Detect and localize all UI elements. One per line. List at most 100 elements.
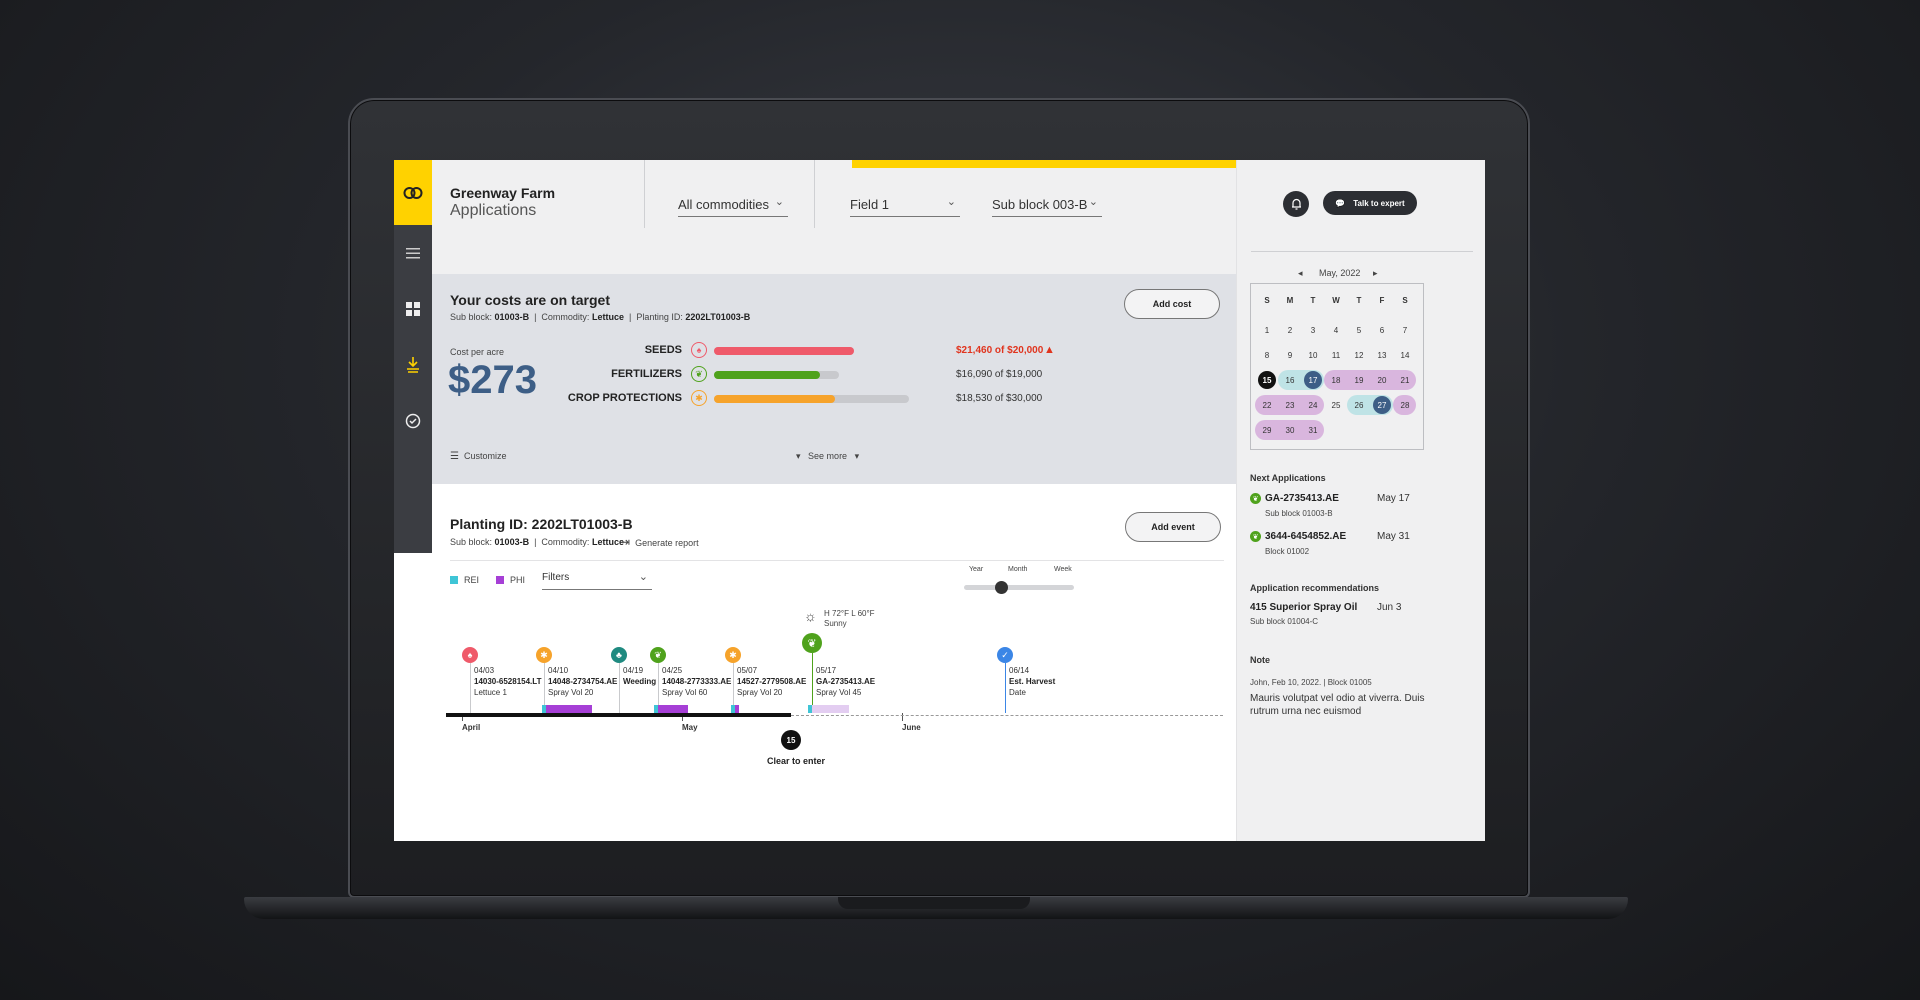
calendar-day[interactable]: 19 bbox=[1354, 375, 1364, 385]
calendar-day[interactable]: 10 bbox=[1308, 350, 1318, 360]
application-id[interactable]: GA-2735413.AE bbox=[1265, 493, 1339, 504]
calendar-day[interactable]: 13 bbox=[1377, 350, 1387, 360]
calendar-day[interactable]: 31 bbox=[1308, 425, 1318, 435]
see-more-button[interactable]: ▾ See more ▾ bbox=[796, 451, 860, 461]
filters-value: Filters bbox=[542, 572, 570, 583]
applications-nav[interactable] bbox=[394, 337, 432, 393]
cost-amount: $16,090 of $19,000 bbox=[956, 369, 1043, 380]
filters-select[interactable]: Filters ⌄ bbox=[542, 571, 652, 590]
application-date: May 17 bbox=[1377, 493, 1410, 504]
cost-category-label: SEEDS bbox=[644, 344, 682, 356]
recommendation-block: Sub block 01004-C bbox=[1250, 617, 1319, 626]
timeline-event[interactable]: 05/07 14527-2779508.AE Spray Vol 20 bbox=[737, 665, 806, 698]
field-select[interactable]: Field 1 ⌄ bbox=[850, 196, 960, 217]
calendar-day[interactable]: 5 bbox=[1356, 325, 1362, 335]
calendar-day[interactable]: 20 bbox=[1377, 375, 1387, 385]
event-stem bbox=[812, 653, 813, 713]
accent-bar bbox=[852, 160, 1236, 168]
timeline-event[interactable]: 04/10 14048-2734754.AE Spray Vol 20 bbox=[548, 665, 617, 698]
talk-to-expert-label: Talk to expert bbox=[1353, 198, 1405, 208]
event-date: 05/07 bbox=[737, 666, 758, 675]
chevron-down-icon: ⌄ bbox=[774, 196, 784, 208]
range-highlight bbox=[1393, 395, 1416, 415]
calendar-day[interactable]: 22 bbox=[1262, 400, 1272, 410]
application-id[interactable]: 3644-6454852.AE bbox=[1265, 531, 1347, 542]
calendar-day[interactable]: 3 bbox=[1310, 325, 1316, 335]
costs-title: Your costs are on target bbox=[450, 292, 611, 308]
bug-icon[interactable]: ✱ bbox=[536, 647, 552, 663]
calendar-day[interactable]: 12 bbox=[1354, 350, 1364, 360]
calendar-day[interactable]: 6 bbox=[1379, 325, 1385, 335]
today-marker[interactable]: 15 bbox=[781, 730, 801, 750]
timeline-event[interactable]: 05/17 GA-2735413.AE Spray Vol 45 bbox=[816, 665, 875, 698]
customize-button[interactable]: ☰ Customize bbox=[450, 451, 507, 462]
app-logo[interactable] bbox=[394, 160, 432, 225]
calendar-day[interactable]: 24 bbox=[1308, 400, 1318, 410]
weeding-icon[interactable]: ♣ bbox=[611, 647, 627, 663]
timeline-event[interactable]: 04/19 Weeding bbox=[623, 665, 656, 687]
calendar-day[interactable]: 28 bbox=[1400, 400, 1410, 410]
leaf-icon[interactable]: ❦ bbox=[802, 633, 822, 653]
add-cost-button[interactable]: Add cost bbox=[1124, 289, 1220, 319]
seed-icon[interactable]: ♠ bbox=[462, 647, 478, 663]
zoom-handle[interactable] bbox=[995, 581, 1008, 594]
menu-button[interactable] bbox=[394, 225, 432, 281]
talk-to-expert-button[interactable]: 💬 Talk to expert bbox=[1323, 191, 1417, 215]
interval-bar bbox=[654, 705, 658, 713]
calendar-day[interactable]: 23 bbox=[1285, 400, 1295, 410]
cost-amount: $21,460 of $20,000 bbox=[956, 345, 1044, 356]
notifications-button[interactable] bbox=[1283, 191, 1309, 217]
interval-bar bbox=[812, 705, 849, 713]
commodity-select[interactable]: All commodities ⌄ bbox=[678, 196, 788, 217]
calendar-day[interactable]: 26 bbox=[1354, 400, 1364, 410]
calendar-day[interactable]: 8 bbox=[1264, 350, 1270, 360]
event-id: Est. Harvest bbox=[1009, 677, 1056, 686]
tasks-nav[interactable] bbox=[394, 393, 432, 449]
add-event-button[interactable]: Add event bbox=[1125, 512, 1221, 542]
calendar-day[interactable]: 9 bbox=[1287, 350, 1293, 360]
calendar-day[interactable]: 2 bbox=[1287, 325, 1293, 335]
timeline-event[interactable]: 04/25 14048-2773333.AE Spray Vol 60 bbox=[662, 665, 731, 698]
bug-icon[interactable]: ✱ bbox=[725, 647, 741, 663]
timeline-future bbox=[791, 715, 1223, 716]
event-id: GA-2735413.AE bbox=[816, 677, 876, 686]
calendar-day[interactable]: 4 bbox=[1333, 325, 1339, 335]
weekday-label: W bbox=[1332, 296, 1340, 305]
calendar-day[interactable]: 14 bbox=[1400, 350, 1410, 360]
sub-block-select[interactable]: Sub block 003-B ⌄ bbox=[992, 196, 1102, 217]
prev-month-button[interactable]: ◂ bbox=[1298, 268, 1303, 278]
month-tick bbox=[902, 713, 903, 721]
calendar-day[interactable]: 1 bbox=[1264, 325, 1270, 335]
calendar-day[interactable]: 21 bbox=[1400, 375, 1410, 385]
calendar-day[interactable]: 18 bbox=[1331, 375, 1341, 385]
calendar-day[interactable]: 17 bbox=[1304, 371, 1322, 389]
timeline-event[interactable]: 06/14 Est. Harvest Date bbox=[1009, 665, 1055, 698]
commodity-value: All commodities bbox=[678, 197, 770, 212]
calendar-day[interactable]: 29 bbox=[1262, 425, 1272, 435]
check-icon[interactable]: ✓ bbox=[997, 647, 1013, 663]
calendar-day[interactable]: 25 bbox=[1331, 400, 1341, 410]
export-icon: ⇥ bbox=[620, 535, 631, 549]
page-title: Applications bbox=[450, 202, 537, 219]
bug-icon: ✱ bbox=[691, 390, 707, 406]
app-screen: Greenway Farm Applications All commoditi… bbox=[394, 160, 1485, 841]
next-month-button[interactable]: ▸ bbox=[1373, 268, 1378, 278]
calendar-day[interactable]: 7 bbox=[1402, 325, 1408, 335]
calendar-day[interactable]: 27 bbox=[1373, 396, 1391, 414]
timeline-event[interactable]: 04/03 14030-6528154.LT Lettuce 1 bbox=[474, 665, 541, 698]
application-date: May 31 bbox=[1377, 531, 1410, 542]
leaf-icon[interactable]: ❦ bbox=[650, 647, 666, 663]
range-highlight bbox=[1255, 395, 1324, 415]
chevron-down-icon: ⌄ bbox=[638, 571, 648, 583]
recommendation-title[interactable]: 415 Superior Spray Oil bbox=[1250, 602, 1358, 613]
event-stem bbox=[658, 663, 659, 713]
calendar-day[interactable]: 15 bbox=[1258, 371, 1276, 389]
phi-legend-swatch bbox=[496, 576, 504, 584]
bell-icon bbox=[1291, 198, 1301, 210]
zoom-track[interactable] bbox=[964, 585, 1074, 590]
calendar-day[interactable]: 16 bbox=[1285, 375, 1295, 385]
calendar-day[interactable]: 30 bbox=[1285, 425, 1295, 435]
dashboard-nav[interactable] bbox=[394, 281, 432, 337]
generate-report-button[interactable]: ⇥ Generate report bbox=[620, 535, 699, 549]
calendar-day[interactable]: 11 bbox=[1331, 350, 1341, 360]
